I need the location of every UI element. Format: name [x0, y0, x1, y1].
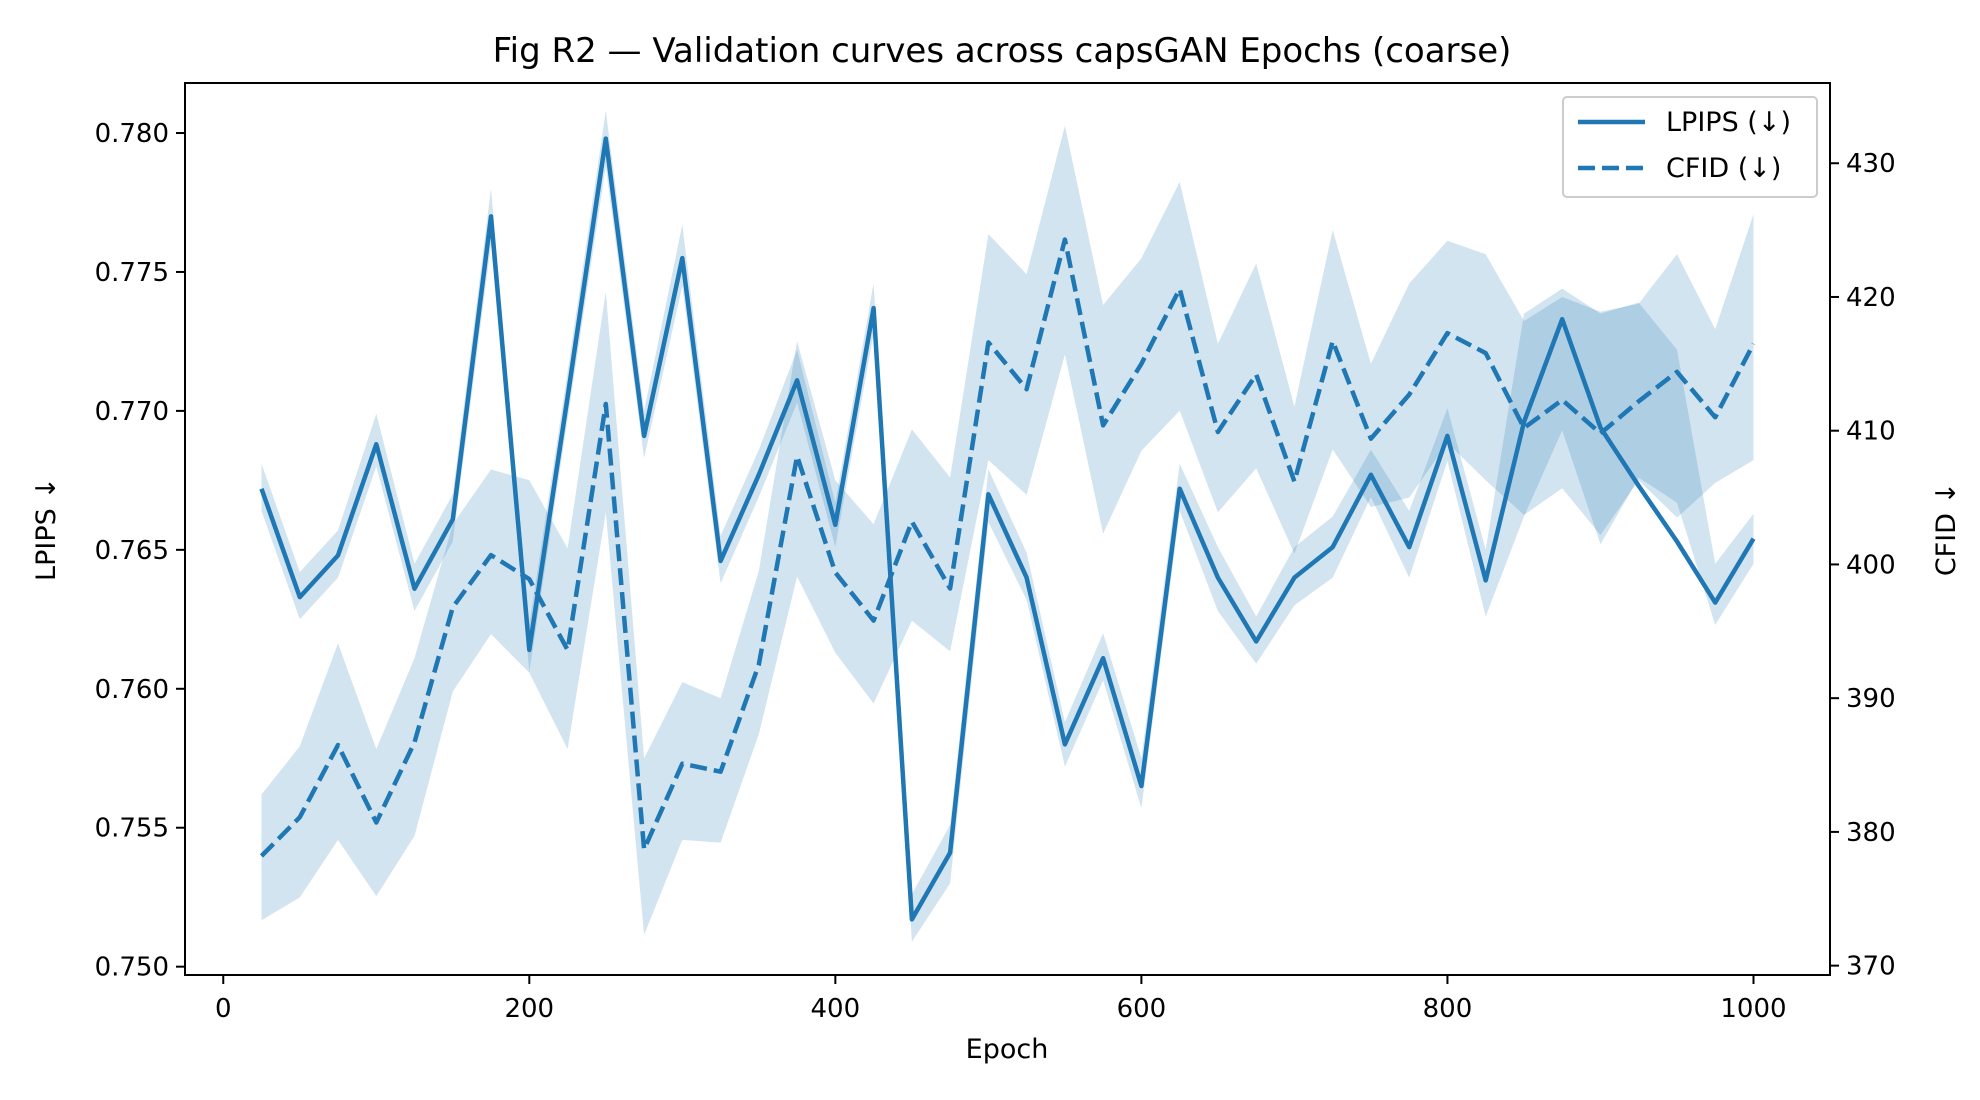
- y-left-tick-label: 0.765: [95, 536, 169, 566]
- y-right-tick-label: 380: [1846, 818, 1896, 848]
- y-right-tick-label: 430: [1846, 149, 1896, 179]
- x-axis: 0 200 400 600 800 1000: [215, 975, 1787, 1024]
- x-tick-label: 600: [1117, 994, 1167, 1024]
- line-lpips: [259, 136, 1756, 922]
- legend-label-cfid: CFID (↓): [1666, 153, 1781, 184]
- legend-label-lpips: LPIPS (↓): [1666, 107, 1791, 138]
- band-lpips: [261, 110, 1754, 942]
- y-right-tick-label: 390: [1846, 684, 1896, 714]
- y-axis-left-label: LPIPS ↓: [31, 477, 62, 581]
- plot-area-frame: [184, 82, 1831, 976]
- x-tick-label: 1000: [1720, 994, 1786, 1024]
- y-right-tick-label: 370: [1846, 952, 1896, 982]
- series-lines: [259, 136, 1756, 922]
- y-left-tick-label: 0.775: [95, 258, 169, 288]
- legend: LPIPS (↓) CFID (↓): [1562, 96, 1818, 198]
- confidence-bands: [261, 110, 1754, 942]
- y-left-tick-label: 0.760: [95, 675, 169, 705]
- y-right-tick-label: 420: [1846, 283, 1896, 313]
- y-right-tick-label: 400: [1846, 550, 1896, 580]
- chart-title: Fig R2 — Validation curves across capsGA…: [493, 31, 1512, 71]
- y-left-tick-label: 0.770: [95, 397, 169, 427]
- x-axis-label: Epoch: [966, 1034, 1049, 1065]
- y-axis-right-label: CFID ↓: [1931, 482, 1962, 576]
- y-left-tick-label: 0.780: [95, 119, 169, 149]
- x-tick-label: 0: [215, 994, 232, 1024]
- x-tick-label: 800: [1423, 994, 1473, 1024]
- y-axis-left: 0.750 0.755 0.760 0.765 0.770 0.775 0.780: [95, 119, 185, 983]
- y-left-tick-label: 0.755: [95, 814, 169, 844]
- line-cfid: [259, 237, 1756, 858]
- y-left-tick-label: 0.750: [95, 953, 169, 983]
- x-tick-label: 400: [811, 994, 861, 1024]
- y-right-tick-label: 410: [1846, 417, 1896, 447]
- x-tick-label: 200: [504, 994, 554, 1024]
- band-cfid: [261, 125, 1754, 935]
- y-axis-right: 370 380 390 400 410 420 430: [1830, 149, 1896, 982]
